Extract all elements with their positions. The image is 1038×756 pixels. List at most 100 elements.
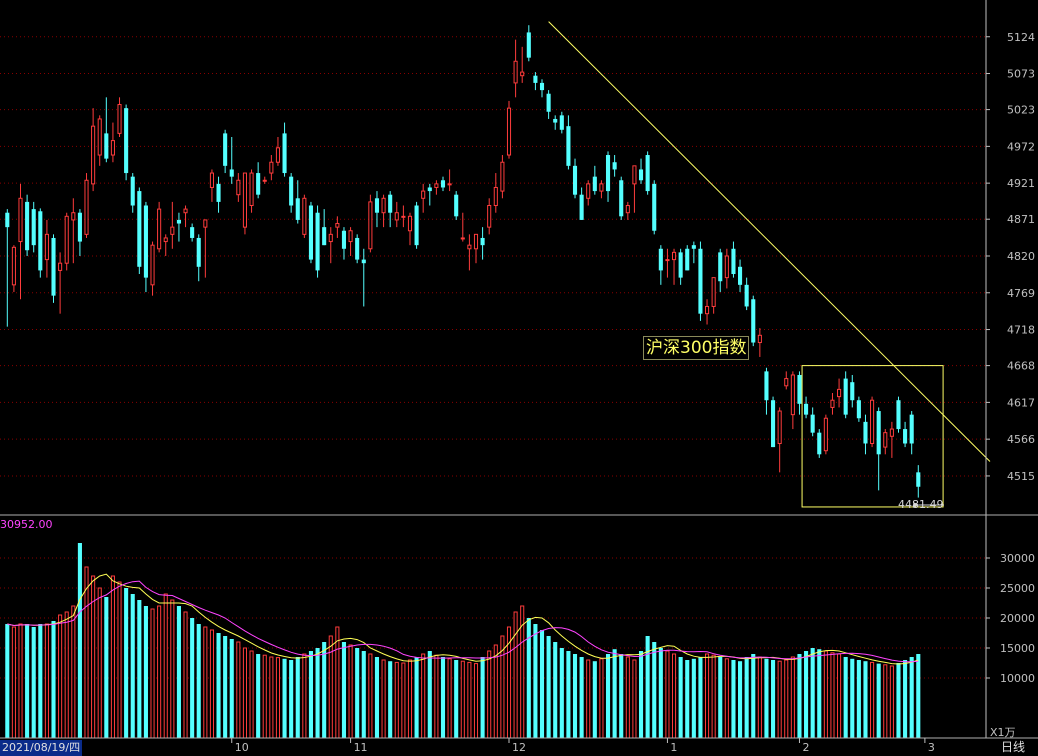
candle-body bbox=[903, 429, 908, 444]
candle bbox=[632, 165, 637, 213]
candle-body bbox=[282, 133, 287, 174]
volume-bar bbox=[137, 600, 142, 738]
candle bbox=[645, 151, 650, 195]
volume-bar bbox=[487, 650, 492, 739]
candle bbox=[870, 396, 875, 448]
candle-body bbox=[302, 197, 307, 235]
candle bbox=[553, 115, 558, 130]
candle bbox=[104, 97, 109, 163]
candle-body bbox=[335, 223, 340, 228]
candle-body bbox=[447, 183, 452, 186]
volume-bar bbox=[348, 644, 353, 739]
candle bbox=[467, 234, 472, 271]
candle bbox=[777, 407, 782, 473]
volume-bar bbox=[876, 663, 881, 738]
candle-body bbox=[711, 277, 716, 307]
volume-bar bbox=[586, 659, 591, 739]
candle bbox=[223, 129, 228, 174]
volume-bar bbox=[599, 658, 604, 739]
volume-bar bbox=[671, 653, 677, 739]
candle-body bbox=[11, 246, 16, 286]
candle-body bbox=[163, 237, 168, 243]
candle bbox=[757, 328, 762, 357]
candle-body bbox=[665, 259, 670, 262]
candle bbox=[724, 248, 729, 289]
volume-bar bbox=[335, 626, 340, 739]
volume-bar bbox=[718, 657, 723, 738]
candle-body bbox=[421, 190, 426, 199]
volume-bar bbox=[579, 657, 584, 738]
candle-body bbox=[460, 237, 465, 240]
candle-body bbox=[520, 71, 525, 77]
candle-body bbox=[810, 414, 815, 433]
volume-bar bbox=[71, 605, 76, 739]
volume-bar bbox=[493, 644, 498, 739]
candle-body bbox=[236, 179, 241, 196]
chart-title: 沪深300指数 bbox=[643, 336, 750, 360]
annotations bbox=[548, 21, 991, 508]
period-label[interactable]: 日线 bbox=[1001, 740, 1026, 754]
volume-bar bbox=[51, 621, 56, 738]
volume-header-value: 30952.00 bbox=[0, 518, 53, 531]
candle-body bbox=[738, 266, 743, 285]
volume-bar bbox=[341, 642, 347, 738]
candle bbox=[394, 201, 399, 228]
volume-bar bbox=[170, 599, 175, 739]
candle bbox=[242, 172, 247, 235]
volume-bar bbox=[183, 611, 188, 739]
candle bbox=[124, 104, 129, 181]
volume-bar bbox=[757, 656, 762, 739]
candle-body bbox=[751, 299, 756, 343]
candle-body bbox=[856, 400, 861, 419]
candle-body bbox=[203, 219, 208, 228]
downtrend-line bbox=[548, 21, 991, 462]
candle-body bbox=[771, 400, 776, 448]
candle bbox=[25, 194, 30, 256]
candle bbox=[473, 233, 479, 264]
candle bbox=[671, 248, 677, 285]
low-price-annotation: 4481.49 bbox=[898, 498, 944, 511]
volume-bar bbox=[751, 654, 756, 738]
volume-tick-label: 15000 bbox=[1000, 642, 1035, 655]
candle-body bbox=[374, 198, 380, 213]
candle-body bbox=[837, 388, 842, 398]
volume-moving-averages bbox=[7, 573, 919, 665]
candle bbox=[487, 198, 492, 235]
candle bbox=[196, 234, 201, 282]
candle-body bbox=[671, 251, 677, 261]
candle bbox=[698, 241, 703, 321]
candle bbox=[256, 162, 261, 199]
candle bbox=[447, 169, 452, 192]
candle bbox=[11, 245, 16, 293]
volume-bar bbox=[678, 657, 683, 738]
volume-bar bbox=[526, 618, 531, 738]
volume-bar bbox=[467, 661, 472, 739]
price-tick-label: 4718 bbox=[1007, 324, 1035, 337]
candle-body bbox=[209, 172, 214, 188]
candle bbox=[619, 176, 624, 220]
candle-body bbox=[176, 219, 181, 224]
candle bbox=[744, 277, 749, 311]
candle bbox=[903, 421, 908, 448]
volume-bar bbox=[381, 659, 386, 739]
volume-bar bbox=[209, 629, 214, 739]
price-tick-label: 4921 bbox=[1007, 177, 1035, 190]
candle-body bbox=[328, 233, 333, 243]
candle-body bbox=[870, 399, 875, 444]
candle bbox=[77, 209, 82, 256]
candle-body bbox=[685, 248, 690, 271]
volume-bar bbox=[533, 624, 538, 738]
candle-body bbox=[229, 169, 234, 177]
candle-body bbox=[744, 284, 749, 307]
volume-bar bbox=[665, 650, 670, 739]
candle bbox=[896, 396, 901, 433]
candle-body bbox=[308, 205, 314, 260]
volume-bar bbox=[104, 597, 109, 738]
candle-body bbox=[724, 255, 729, 279]
date-label[interactable]: 2021/08/19/四 bbox=[0, 740, 83, 756]
candle bbox=[58, 252, 63, 314]
candle-body bbox=[605, 155, 611, 192]
candle-body bbox=[256, 173, 261, 195]
candle bbox=[764, 367, 769, 415]
